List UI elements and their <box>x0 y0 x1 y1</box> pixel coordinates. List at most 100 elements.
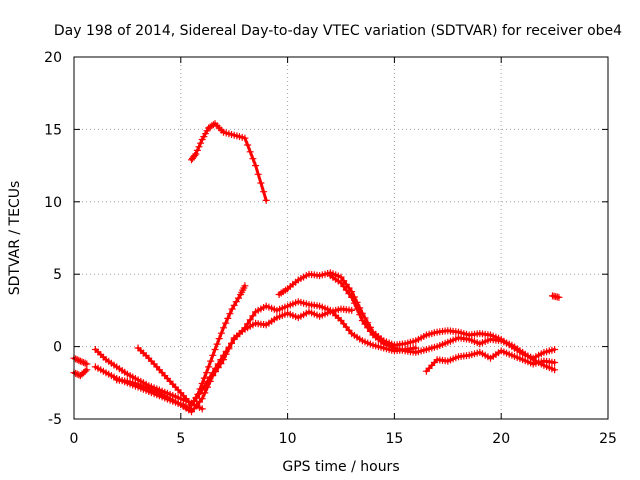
data-point-marker <box>83 360 91 368</box>
y-tick-label: 20 <box>44 50 62 66</box>
data-point-marker <box>551 346 559 353</box>
data-point-marker <box>209 369 217 377</box>
data-point-marker <box>260 188 268 196</box>
data-point-marker <box>350 299 358 307</box>
series-track-1 <box>70 366 91 380</box>
data-point-marker <box>76 357 84 365</box>
data-point-marker <box>232 298 240 306</box>
data-point-marker <box>337 279 345 287</box>
x-tick-label: 0 <box>70 431 79 447</box>
series-track-7 <box>188 120 270 204</box>
data-point-marker <box>202 369 210 377</box>
data-point-marker <box>230 301 238 309</box>
data-point-marker <box>353 305 361 313</box>
data-point-marker <box>214 360 222 368</box>
y-tick-label: 5 <box>53 267 62 283</box>
series-track-10 <box>422 347 559 375</box>
data-point-marker <box>81 367 89 375</box>
data-point-marker <box>188 401 195 408</box>
y-tick-label: 10 <box>44 195 62 211</box>
data-point-marker <box>193 393 201 401</box>
data-point-marker <box>241 134 249 142</box>
data-point-marker <box>220 351 227 359</box>
data-point-marker <box>212 364 219 372</box>
data-point-marker <box>222 347 230 355</box>
y-tick-labels: -5 0 5 10 15 20 <box>44 50 62 428</box>
data-point-marker <box>220 324 227 332</box>
data-point-marker <box>252 162 260 170</box>
data-point-marker <box>257 179 265 187</box>
data-point-marker <box>249 312 257 320</box>
data-point-marker <box>204 377 211 385</box>
data-point-marker <box>348 293 356 301</box>
chart-title: Day 198 of 2014, Sidereal Day-to-day VTE… <box>54 23 622 39</box>
data-point-marker <box>191 152 199 159</box>
data-point-marker <box>225 343 233 351</box>
x-axis-label: GPS time / hours <box>282 459 399 475</box>
data-point-marker <box>200 374 208 382</box>
data-point-marker <box>241 282 249 290</box>
data-point-marker <box>254 170 262 178</box>
data-point-marker <box>241 324 249 332</box>
x-tick-label: 20 <box>492 431 510 447</box>
x-tick-label: 5 <box>176 431 185 447</box>
data-point-marker <box>206 373 214 381</box>
data-point-marker <box>205 363 213 371</box>
data-point-marker <box>73 356 81 364</box>
data-point-marker <box>207 357 215 365</box>
data-series <box>70 120 563 416</box>
data-point-marker <box>211 346 219 353</box>
data-point-marker <box>249 155 257 163</box>
data-point-marker <box>551 366 559 374</box>
data-point-marker <box>224 314 232 322</box>
data-point-marker <box>226 310 234 318</box>
data-point-marker <box>78 358 86 366</box>
data-point-marker <box>366 327 374 335</box>
data-point-marker <box>262 196 270 204</box>
data-point-marker <box>244 141 252 149</box>
data-point-marker <box>209 351 217 359</box>
plot-frame <box>73 56 609 420</box>
data-point-marker <box>342 286 350 294</box>
data-point-marker <box>193 146 201 154</box>
data-point-marker <box>228 339 235 347</box>
data-point-marker <box>555 293 563 301</box>
y-axis-label: SDTVAR / TECUs <box>7 181 23 296</box>
data-point-marker <box>196 390 203 398</box>
x-tick-label: 25 <box>599 431 617 447</box>
data-point-marker <box>75 356 83 364</box>
data-point-marker <box>361 320 369 328</box>
data-point-marker <box>345 290 353 298</box>
data-point-marker <box>217 329 225 337</box>
data-point-marker <box>81 359 89 367</box>
data-point-marker <box>198 405 206 413</box>
y-tick-label: 15 <box>44 122 62 138</box>
x-tick-label: 10 <box>279 431 297 447</box>
series-track-11 <box>549 292 563 301</box>
x-tick-label: 15 <box>385 431 403 447</box>
data-point-marker <box>358 317 366 324</box>
data-point-marker <box>198 386 206 394</box>
grid-lines <box>74 57 608 419</box>
data-point-marker <box>213 340 221 348</box>
data-point-marker <box>80 359 88 366</box>
data-point-marker <box>246 148 254 156</box>
data-point-marker <box>197 139 205 147</box>
x-tick-labels: 0 5 10 15 20 25 <box>70 431 617 447</box>
data-point-marker <box>364 324 372 332</box>
data-point-marker <box>348 306 356 314</box>
data-point-marker <box>235 294 242 302</box>
data-point-marker <box>195 143 203 151</box>
data-point-marker <box>551 359 559 366</box>
data-point-marker <box>198 395 206 403</box>
data-point-marker <box>209 121 217 129</box>
data-point-marker <box>217 356 225 364</box>
data-point-marker <box>356 311 364 319</box>
data-point-marker <box>192 150 200 158</box>
data-point-marker <box>340 283 348 290</box>
data-point-marker <box>246 316 254 324</box>
data-point-marker <box>190 397 198 405</box>
y-tick-label: 0 <box>53 340 62 356</box>
